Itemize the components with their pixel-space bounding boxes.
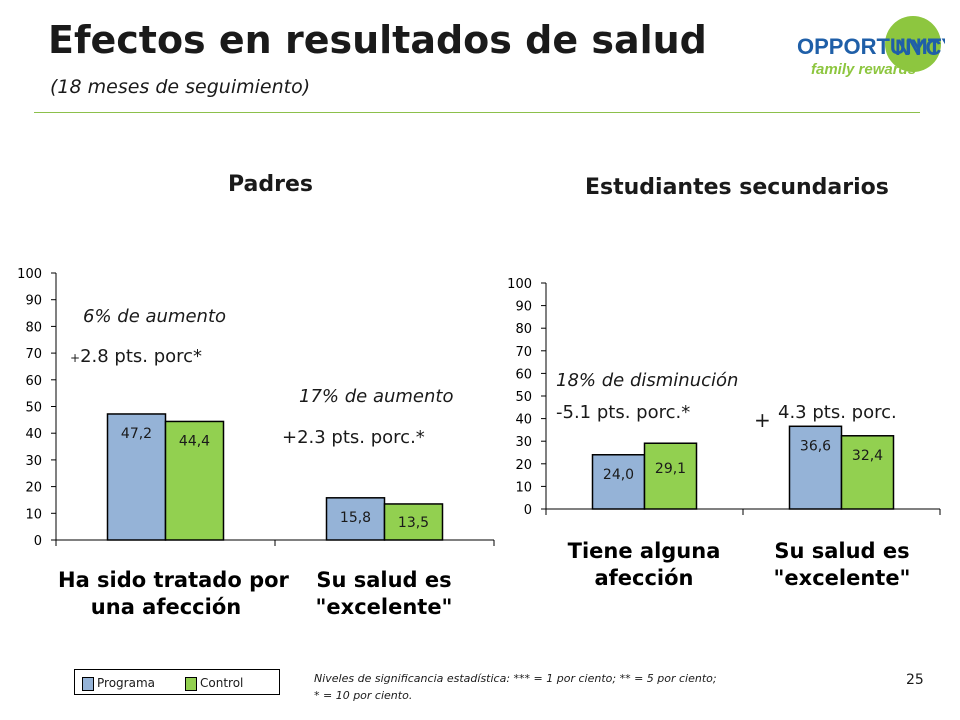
bar-value-label: 44,4	[179, 433, 210, 449]
y-tick-label: 70	[515, 345, 532, 360]
legend-swatch-programa	[82, 677, 94, 691]
category-label-estudiantes-2: Su salud es "excelente"	[744, 538, 940, 592]
y-tick-label: 10	[25, 507, 42, 522]
footnote-line-2: * = 10 por ciento.	[314, 689, 413, 702]
annotation-padres-pct-1: 6% de aumento	[83, 306, 227, 327]
bar-value-label: 29,1	[655, 461, 686, 477]
annotation-estudiantes-pts-1: -5.1 pts. porc.*	[556, 402, 691, 423]
category-label-estudiantes-2-line1: Su salud es	[774, 539, 910, 563]
page-title: Efectos en resultados de salud	[48, 18, 707, 62]
legend-label-control: Control	[200, 676, 244, 690]
page-number: 25	[906, 672, 924, 688]
opportunity-nyc-logo: OPPORTUNITY NYC family rewards	[797, 16, 945, 78]
annotation-padres-pct-2: 17% de aumento	[299, 386, 454, 407]
annotation-estudiantes-plus: +	[754, 408, 771, 432]
header-divider	[34, 112, 920, 113]
logo-nyc-text: NYC	[895, 35, 942, 60]
bar-value-label: 13,5	[398, 515, 429, 531]
y-tick-label: 90	[25, 294, 42, 309]
category-label-estudiantes-1-line2: afección	[594, 566, 694, 590]
chart-title-estudiantes: Estudiantes secundarios	[585, 175, 889, 200]
bar-programa	[106, 413, 167, 541]
y-tick-label: 60	[25, 374, 42, 389]
y-tick-label: 10	[515, 480, 532, 495]
legend-swatch-control	[185, 677, 197, 691]
category-label-estudiantes-1-line1: Tiene alguna	[567, 539, 721, 563]
legend: Programa Control	[74, 669, 280, 695]
annotation-estudiantes-pts-2: 4.3 pts. porc.	[778, 402, 897, 423]
annotation-estudiantes-pct-1: 18% de disminución	[556, 370, 739, 391]
y-tick-label: 20	[515, 458, 532, 473]
bar-value-label: 36,6	[800, 438, 831, 454]
category-label-padres-1: Ha sido tratado por una afección	[58, 567, 289, 621]
category-label-padres-2: Su salud es "excelente"	[276, 567, 492, 621]
logo-opportunity-text: OPPORTUNITY	[797, 34, 945, 59]
bar-programa	[591, 454, 646, 510]
category-label-padres-1-line1: Ha sido tratado por	[58, 568, 289, 592]
bar-value-label: 15,8	[340, 510, 371, 526]
y-tick-label: 60	[515, 367, 532, 382]
y-tick-label: 40	[515, 413, 532, 428]
logo-circle	[885, 16, 941, 72]
y-tick-label: 0	[34, 534, 42, 549]
bar-control	[164, 420, 225, 541]
y-tick-label: 80	[515, 322, 532, 337]
y-tick-label: 90	[515, 300, 532, 315]
annotation-padres-pts-2: +2.3 pts. porc.*	[282, 427, 425, 448]
y-tick-label: 50	[515, 390, 532, 405]
chart-title-padres: Padres	[228, 172, 313, 197]
bar-value-label: 32,4	[852, 448, 883, 464]
y-tick-label: 70	[25, 347, 42, 362]
page-subtitle: (18 meses de seguimiento)	[50, 76, 311, 98]
category-label-padres-1-line2: una afección	[90, 595, 242, 619]
y-tick-label: 40	[25, 427, 42, 442]
bar-value-label: 24,0	[603, 467, 634, 483]
significance-footnote: Niveles de significancia estadística: **…	[314, 670, 794, 704]
y-tick-label: 30	[515, 435, 532, 450]
y-tick-label: 30	[25, 454, 42, 469]
y-tick-label: 100	[17, 267, 42, 282]
y-tick-label: 80	[25, 320, 42, 335]
logo-tagline-text: family rewards	[811, 61, 916, 78]
footnote-line-1: Niveles de significancia estadística: **…	[314, 672, 717, 685]
category-label-estudiantes-1: Tiene alguna afección	[546, 538, 742, 592]
bar-control	[643, 442, 698, 510]
y-tick-label: 50	[25, 401, 42, 416]
bar-programa	[788, 425, 843, 510]
category-label-estudiantes-2-line2: "excelente"	[773, 566, 911, 590]
annotation-padres-pts-1-prefix: +	[70, 351, 81, 365]
y-tick-label: 0	[524, 503, 532, 518]
y-tick-label: 100	[507, 277, 532, 292]
annotation-padres-pts-1-text: 2.8 pts. porc*	[80, 346, 203, 367]
category-label-padres-2-line1: Su salud es	[316, 568, 452, 592]
legend-label-programa: Programa	[97, 676, 155, 690]
bar-value-label: 47,2	[121, 426, 152, 442]
y-tick-label: 20	[25, 481, 42, 496]
bar-control	[383, 503, 444, 541]
category-label-padres-2-line2: "excelente"	[315, 595, 453, 619]
annotation-padres-pts-1: +2.8 pts. porc*	[70, 346, 202, 367]
bar-control	[840, 435, 895, 510]
